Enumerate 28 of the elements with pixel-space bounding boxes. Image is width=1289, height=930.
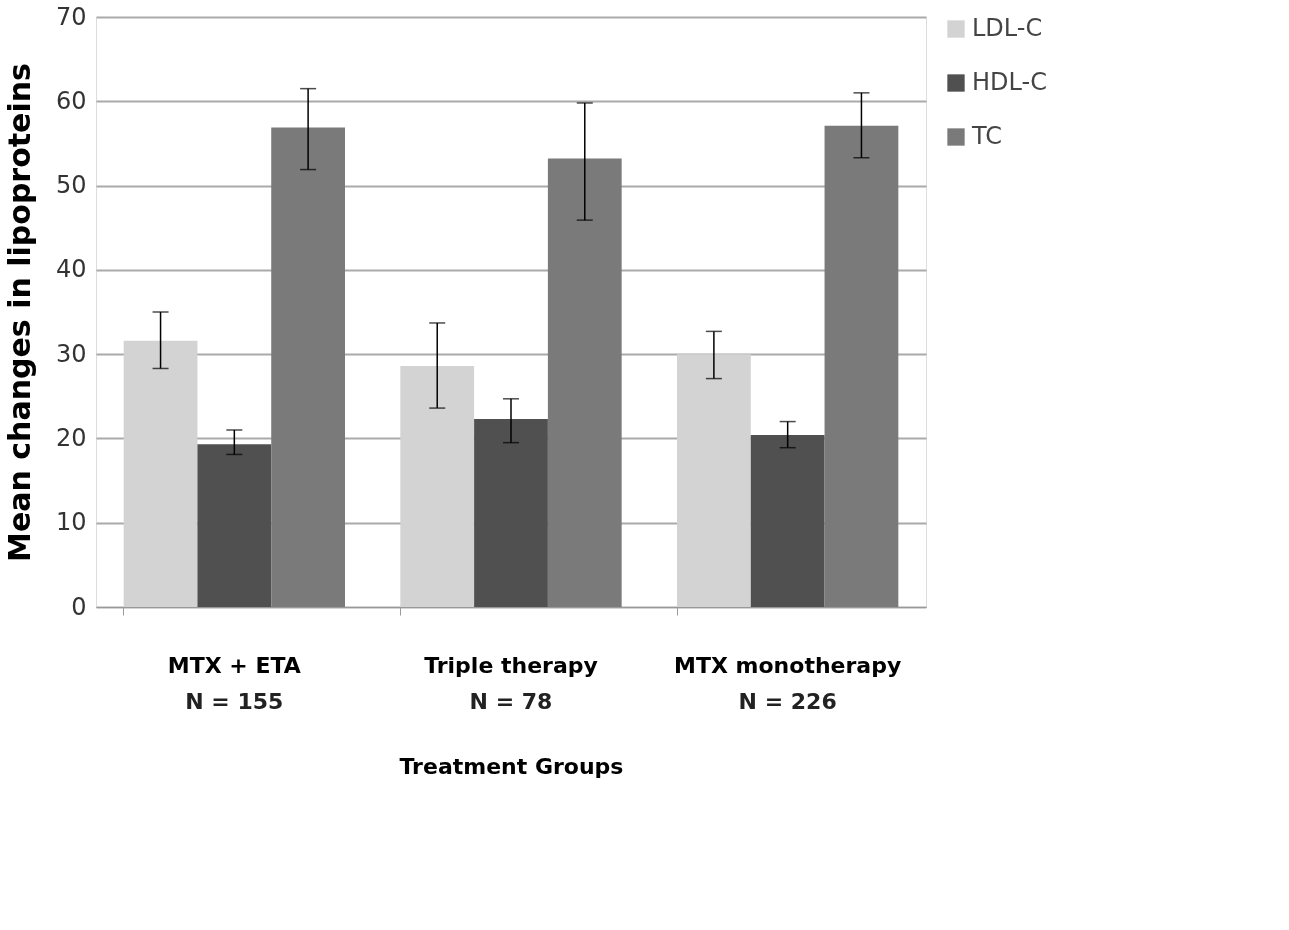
y-tick-label: 10: [55, 508, 87, 537]
y-tick-label: 20: [55, 423, 87, 452]
legend-label: LDL-C: [972, 14, 1043, 42]
text: N = 226: [738, 689, 837, 714]
text: N = 155: [185, 689, 284, 714]
x-tick-label: Triple therapy: [424, 652, 598, 678]
y-tick-label: 70: [55, 2, 87, 31]
bar: [474, 419, 548, 607]
y-tick-label: 50: [55, 171, 87, 200]
x-tick-label: MTX monotherapy: [674, 652, 902, 678]
bar: [547, 158, 622, 607]
x-tick-label: MTX + ETA: [167, 652, 301, 678]
y-axis-title: Mean changes in lipoproteins: [1, 63, 37, 562]
bar: [400, 365, 475, 607]
bar: [750, 435, 825, 607]
legend-label: TC: [971, 122, 1003, 150]
y-tick-label: 30: [55, 339, 87, 368]
bar: [677, 354, 751, 607]
bar: [123, 340, 198, 607]
bar: [271, 127, 345, 607]
y-tick-label: 0: [71, 592, 87, 621]
bar: [197, 444, 272, 607]
x-axis-title: Treatment Groups: [399, 753, 624, 779]
y-tick-label: 40: [55, 255, 87, 284]
text: N = 78: [469, 689, 553, 714]
y-tick-label: 60: [55, 86, 87, 115]
legend-label: HDL-C: [972, 68, 1047, 96]
bar: [824, 125, 899, 607]
